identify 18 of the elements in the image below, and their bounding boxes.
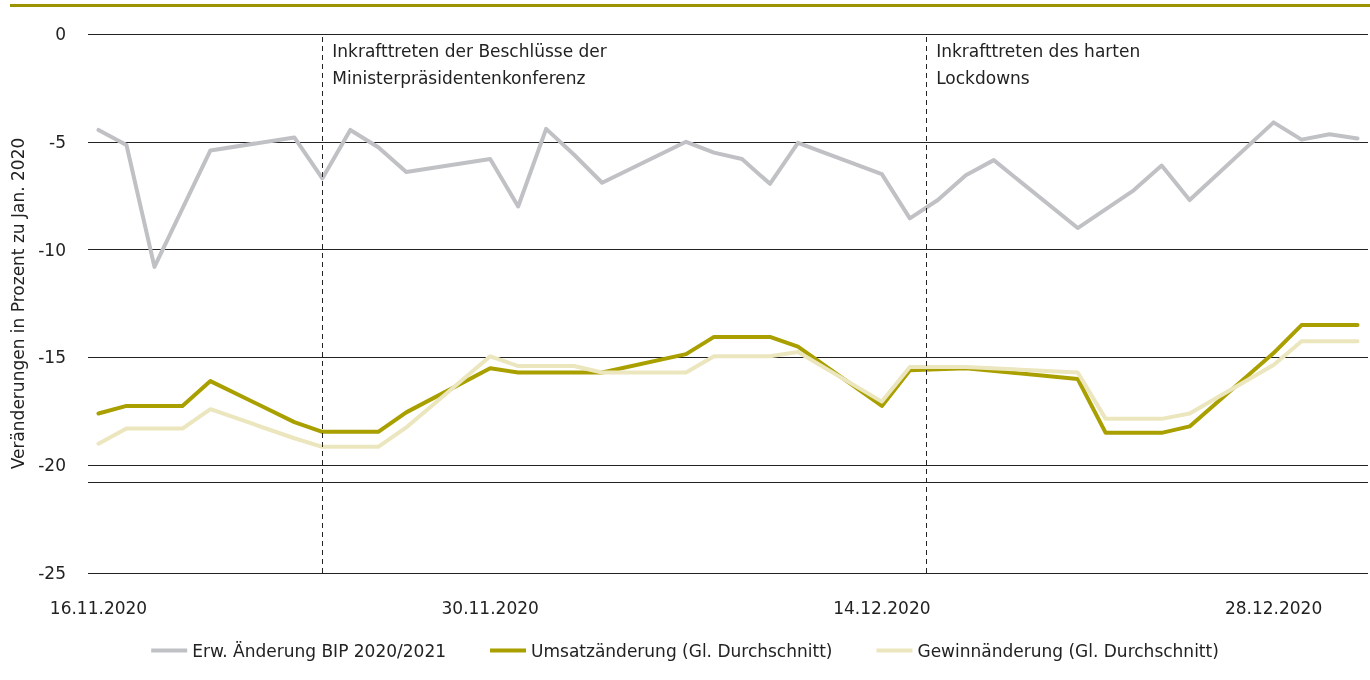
x-tick-label: 30.11.2020 xyxy=(441,597,539,618)
y-tick-label: -10 xyxy=(38,239,66,260)
x-tick-label: 16.11.2020 xyxy=(49,597,148,618)
y-tick-label: -15 xyxy=(38,347,66,368)
ref-line-label: Inkrafttreten der Beschlüsse der Ministerpräsidentenkonferenz xyxy=(332,40,607,88)
y-axis-title: Veränderungen in Prozent zu Jan. 2020 xyxy=(7,137,28,470)
legend-label: Umsatzänderung (Gl. Durchschnitt) xyxy=(531,640,833,661)
x-tick-label: 14.12.2020 xyxy=(833,597,931,618)
legend-label: Gewinnänderung (Gl. Durchschnitt) xyxy=(917,640,1219,661)
y-tick-label: -5 xyxy=(49,131,66,152)
y-tick-label: -20 xyxy=(38,455,66,476)
y-tick-label: 0 xyxy=(55,24,66,44)
line-series xyxy=(96,120,1360,269)
line-series xyxy=(96,339,1360,449)
legend-label: Erw. Änderung BIP 2020/2021 xyxy=(192,640,447,661)
y-tick-label: -25 xyxy=(38,563,66,583)
ref-line-label: Inkrafttreten des harten Lockdowns xyxy=(936,40,1141,88)
x-tick-label: 28.12.2020 xyxy=(1224,597,1323,618)
